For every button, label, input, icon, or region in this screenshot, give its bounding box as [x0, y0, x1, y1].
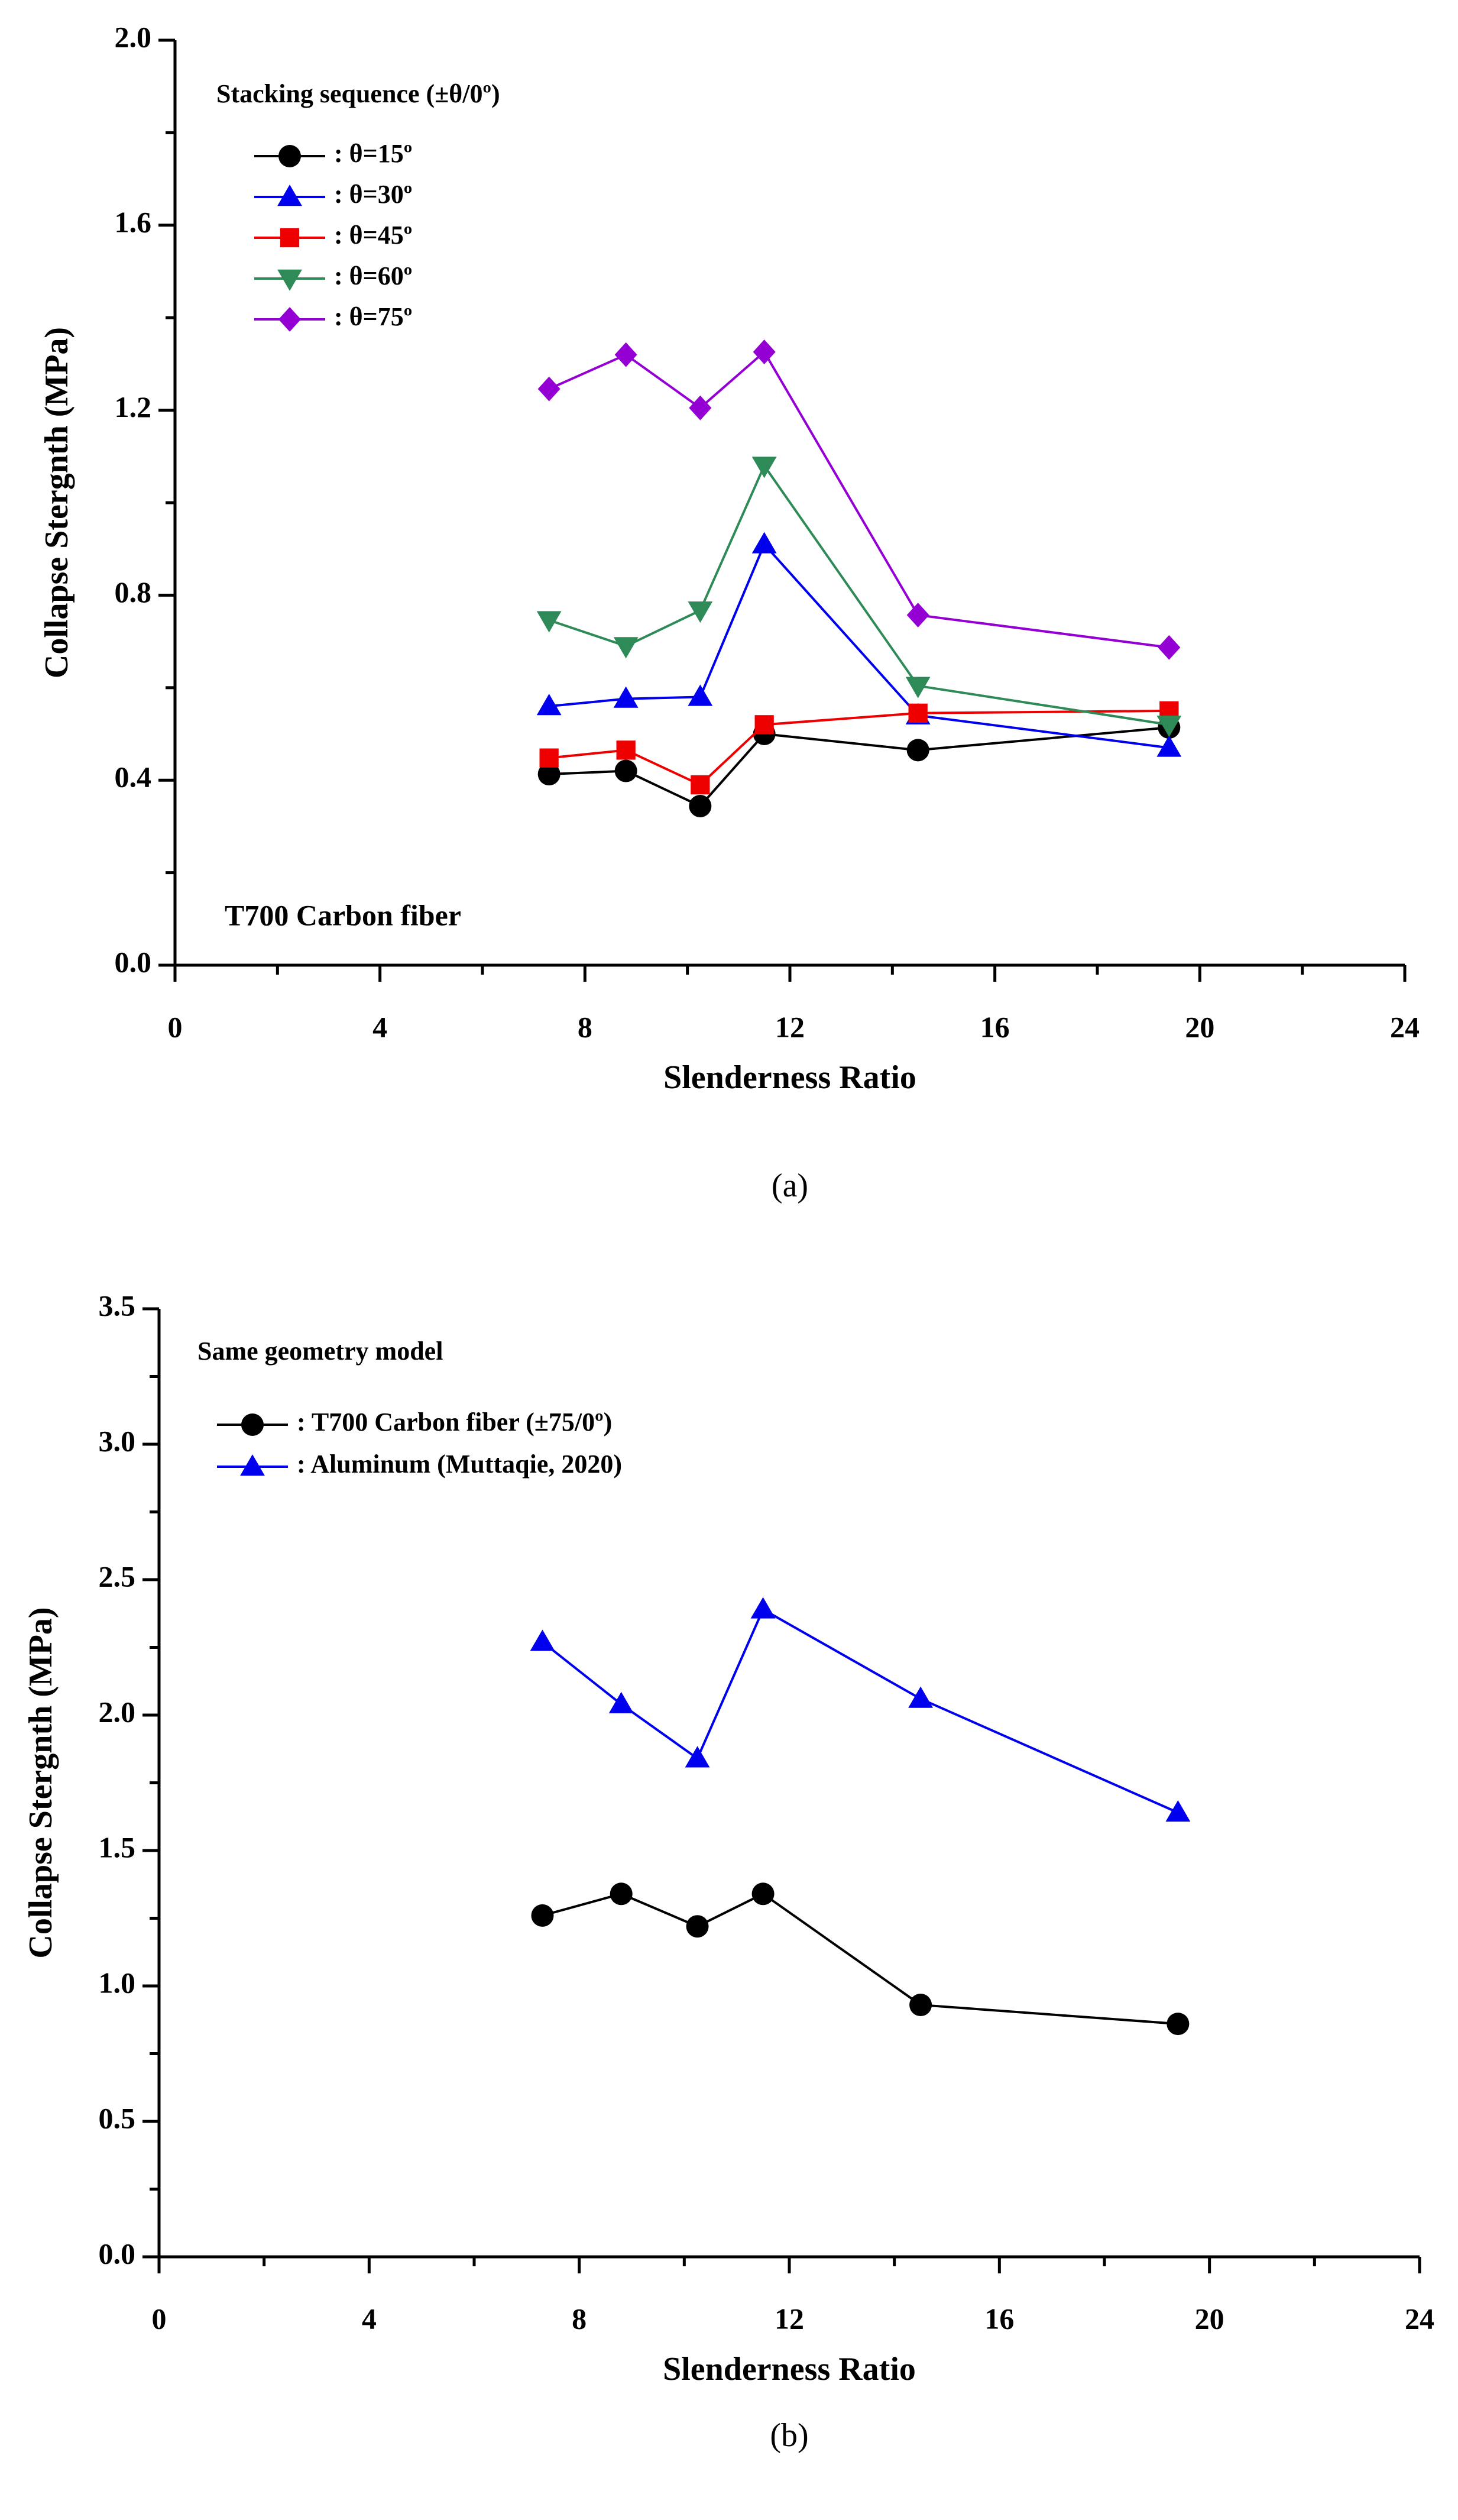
y-tick-label: 0.0: [99, 2237, 136, 2270]
legend-label: : θ=15º: [334, 139, 412, 168]
y-tick-label: 0.8: [115, 575, 152, 609]
marker: [610, 1882, 633, 1906]
marker: [530, 1629, 555, 1651]
series-line: [542, 1892, 1178, 2026]
marker: [906, 739, 929, 762]
series-line: [549, 463, 1169, 726]
legend-label: : Aluminum (Muttaqie, 2020): [297, 1450, 622, 1479]
y-tick-label: 2.0: [115, 20, 152, 53]
marker: [614, 342, 637, 367]
x-tick-label: 20: [1195, 2302, 1224, 2335]
series-line: [549, 709, 1169, 787]
y-tick-label: 0.0: [115, 945, 152, 978]
marker: [750, 1597, 776, 1619]
marker: [1156, 735, 1182, 757]
marker: [906, 603, 929, 627]
marker: [1158, 635, 1181, 660]
x-tick-label: 16: [980, 1010, 1010, 1043]
marker: [751, 457, 777, 478]
x-tick-label: 12: [775, 1010, 805, 1043]
series-line: [549, 542, 1169, 749]
x-tick-label: 8: [572, 2302, 587, 2335]
marker: [686, 1915, 709, 1938]
legend-label: : θ=45º: [334, 221, 412, 250]
legend-label: : θ=30º: [334, 180, 412, 209]
marker: [278, 307, 301, 332]
legend-title: Same geometry model: [197, 1337, 443, 1366]
marker: [616, 740, 636, 760]
marker: [688, 601, 713, 623]
x-tick-label: 12: [775, 2302, 804, 2335]
y-tick-label: 0.5: [99, 2101, 136, 2134]
x-tick-label: 24: [1405, 2302, 1434, 2335]
series-line: [542, 1607, 1179, 1814]
y-tick-label: 3.0: [99, 1424, 136, 1457]
x-tick-label: 8: [578, 1010, 592, 1043]
marker: [1165, 1800, 1191, 1822]
marker: [241, 1413, 264, 1436]
marker: [614, 759, 637, 782]
x-tick-label: 16: [984, 2302, 1014, 2335]
y-axis-title: Collapse Stergnth (MPa): [22, 1607, 59, 1958]
marker: [909, 1994, 932, 2017]
marker: [539, 748, 559, 768]
marker: [1156, 716, 1182, 737]
caption: (a): [772, 1167, 808, 1204]
marker: [536, 611, 562, 633]
marker: [691, 775, 710, 795]
y-tick-label: 1.0: [99, 1966, 136, 1999]
marker: [537, 376, 560, 402]
x-axis-title: Slenderness Ratio: [663, 1059, 916, 1096]
marker: [613, 686, 639, 708]
series-line: [549, 726, 1169, 808]
marker: [613, 637, 639, 659]
x-tick-label: 20: [1185, 1010, 1214, 1043]
caption: (b): [770, 2417, 808, 2454]
y-tick-label: 1.6: [115, 205, 152, 238]
legend-label: : T700 Carbon fiber (±75/0º): [297, 1408, 612, 1437]
marker: [277, 269, 302, 291]
y-tick-label: 0.4: [115, 761, 152, 794]
y-axis-title: Collapse Stergnth (MPa): [38, 327, 75, 678]
x-axis-title: Slenderness Ratio: [663, 2351, 916, 2388]
y-tick-label: 3.5: [99, 1289, 136, 1322]
y-tick-label: 2.0: [99, 1695, 136, 1728]
marker: [753, 339, 776, 364]
marker: [905, 677, 931, 698]
marker: [689, 395, 712, 420]
legend-label: : θ=60º: [334, 261, 412, 290]
marker: [240, 1454, 265, 1476]
marker: [689, 794, 712, 817]
legend-label: : θ=75º: [334, 302, 412, 331]
marker: [537, 763, 560, 786]
marker: [754, 715, 774, 735]
x-tick-label: 0: [152, 2302, 167, 2335]
marker: [280, 228, 300, 248]
marker: [531, 1904, 554, 1927]
marker: [608, 1691, 634, 1713]
marker: [908, 703, 928, 723]
x-tick-label: 0: [168, 1010, 183, 1043]
y-tick-label: 2.5: [99, 1560, 136, 1593]
x-tick-label: 4: [362, 2302, 377, 2335]
marker: [688, 684, 713, 706]
x-tick-label: 4: [372, 1010, 387, 1043]
series-line: [548, 350, 1169, 649]
marker: [536, 694, 562, 716]
annotation: T700 Carbon fiber: [225, 898, 461, 931]
y-tick-label: 1.2: [115, 390, 152, 423]
marker: [751, 1882, 775, 1906]
marker: [278, 145, 301, 167]
marker: [908, 1686, 933, 1708]
x-tick-label: 24: [1390, 1010, 1420, 1043]
marker: [685, 1746, 710, 1768]
y-tick-label: 1.5: [99, 1830, 136, 1864]
marker: [277, 185, 302, 206]
legend-title: Stacking sequence (±θ/0º): [216, 79, 500, 108]
marker: [751, 532, 777, 554]
marker: [1167, 2013, 1190, 2036]
